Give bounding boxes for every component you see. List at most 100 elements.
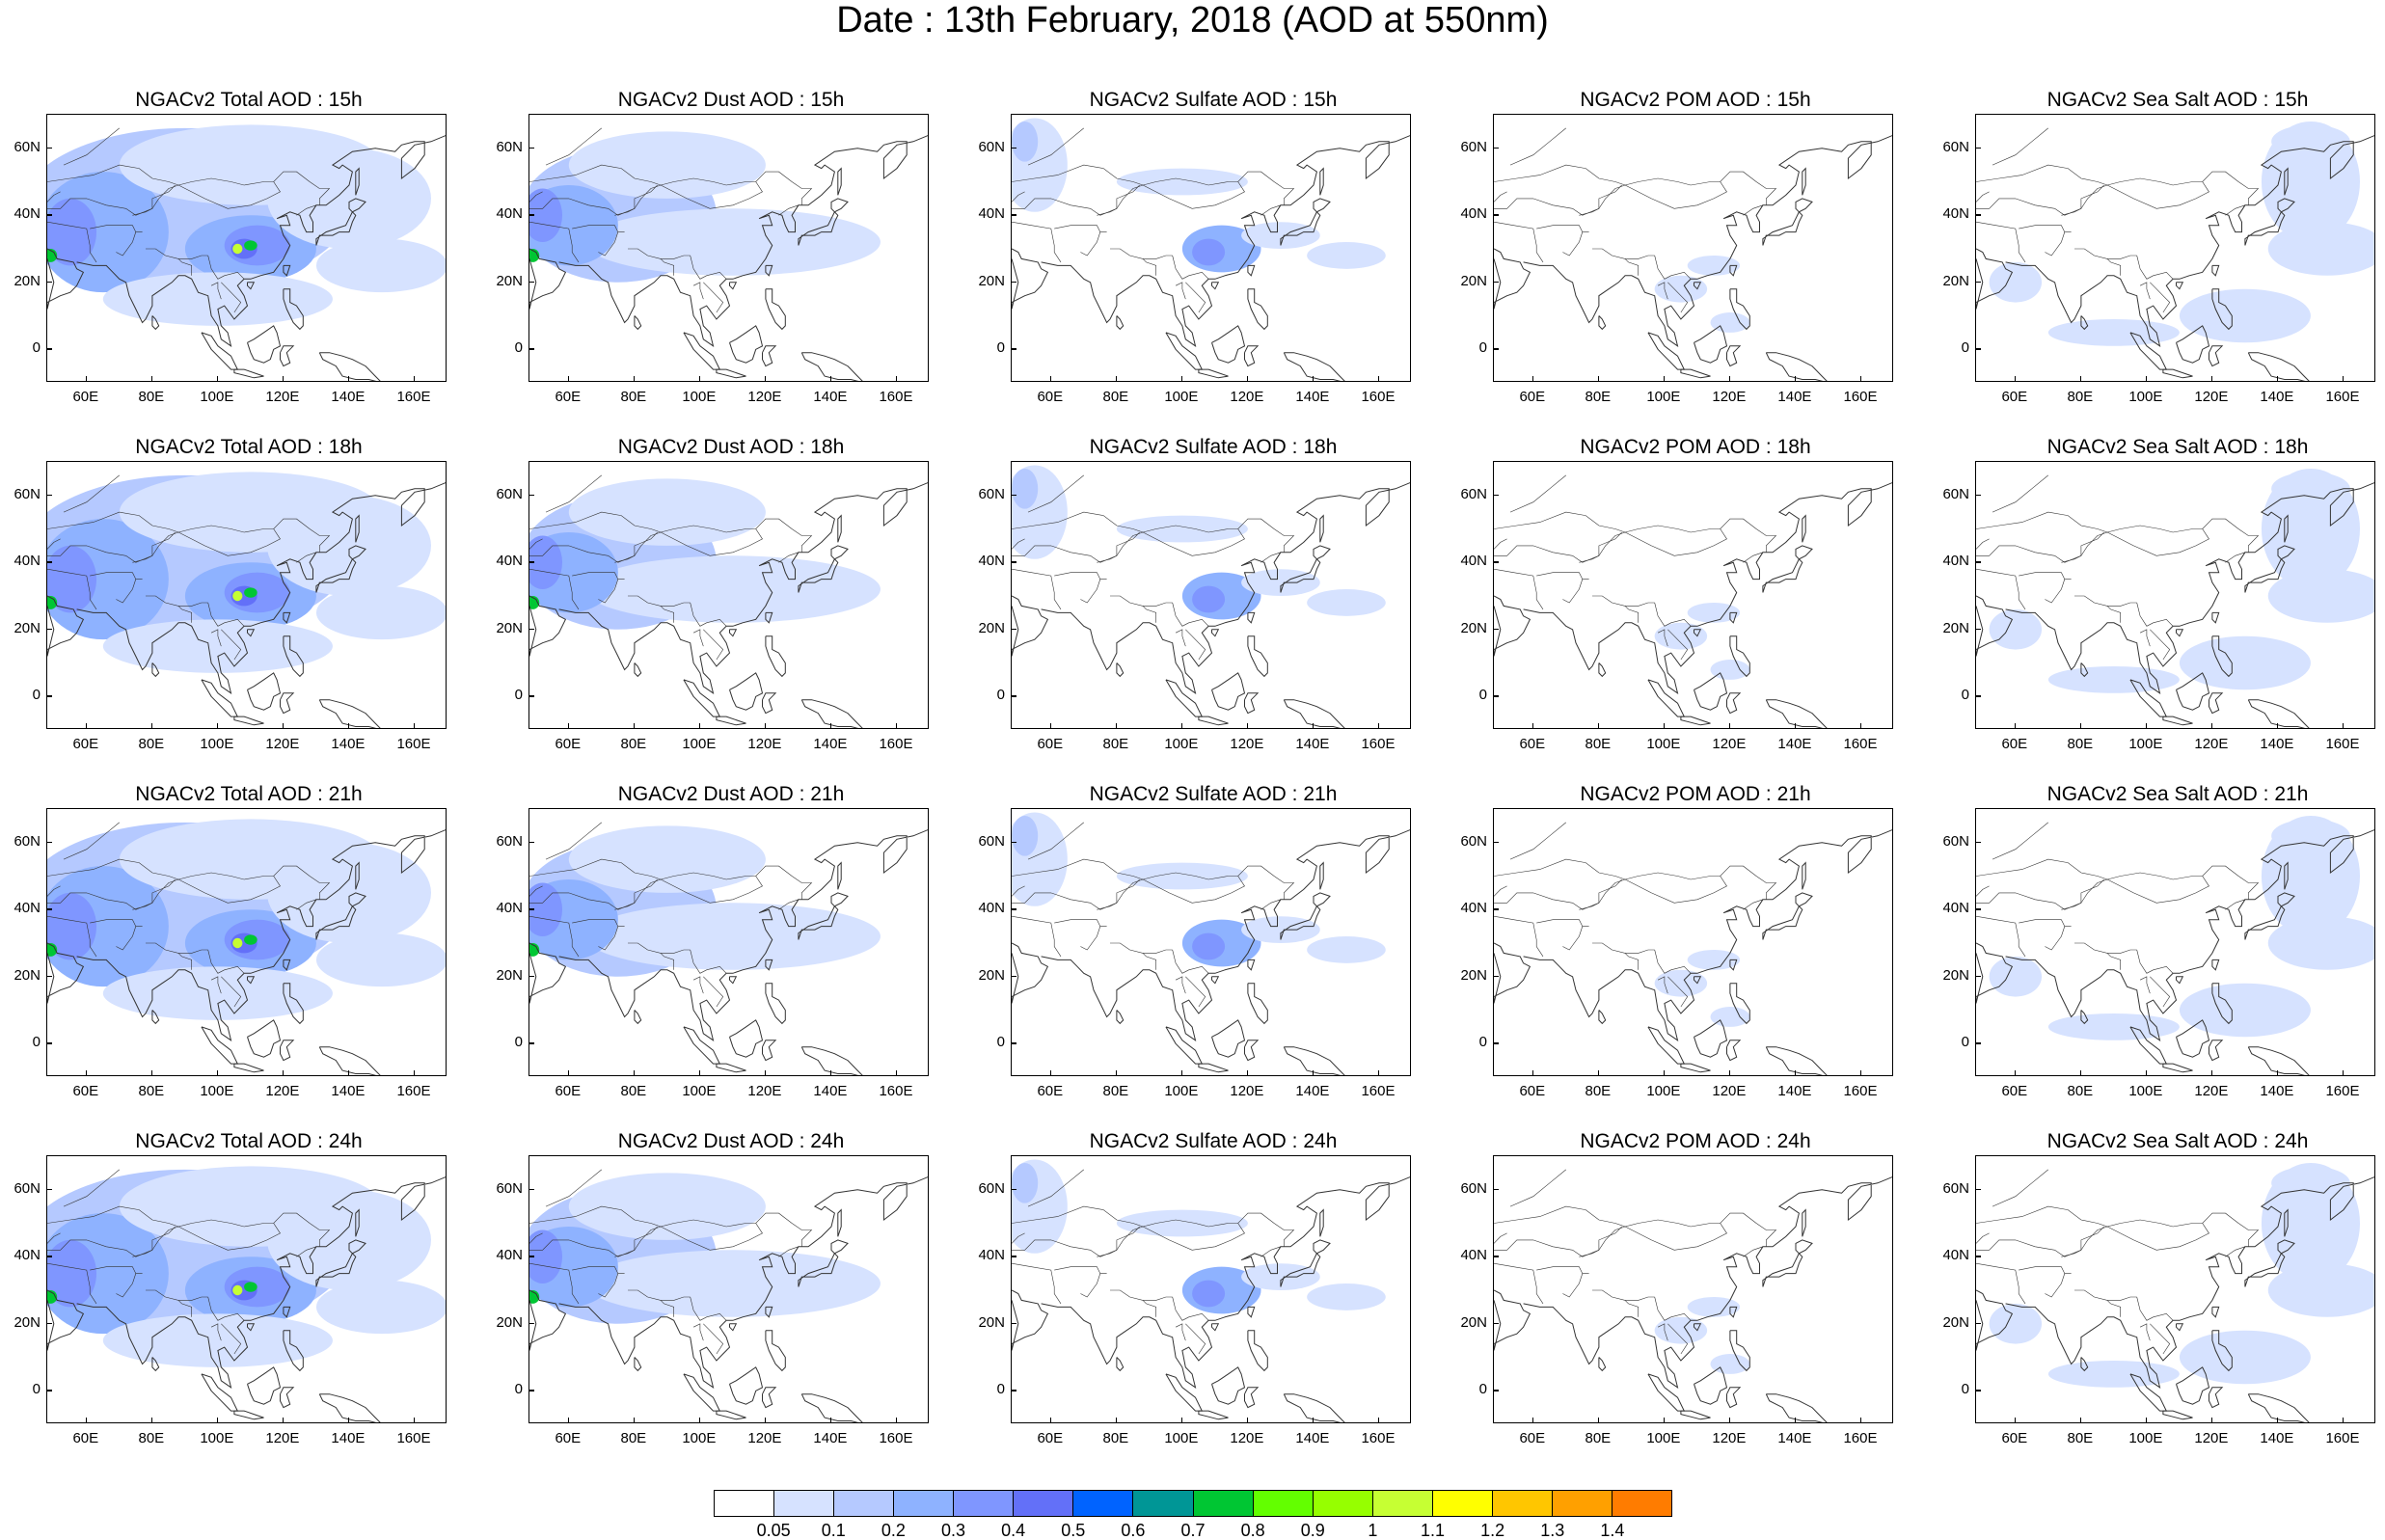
coastline: [1247, 635, 1268, 678]
country-border: [90, 225, 137, 232]
longitude-label: 140E: [813, 1083, 848, 1099]
country-border: [1143, 518, 1295, 553]
country-border: [1185, 629, 1206, 661]
aod-cell: [584, 1250, 881, 1317]
coastline: [558, 1176, 928, 1389]
longitude-label: 140E: [1777, 736, 1812, 752]
latitude-label: 20N: [1460, 619, 1487, 636]
map-frame: [528, 461, 929, 729]
country-border: [2061, 1226, 2104, 1257]
latitude-tick: [1493, 841, 1499, 844]
longitude-tick: [1663, 376, 1666, 382]
longitude-tick: [764, 1418, 767, 1423]
country-border: [572, 919, 619, 927]
longitude-tick: [2014, 723, 2017, 729]
map-frame: [46, 114, 447, 382]
latitude-tick: [46, 147, 52, 149]
longitude-label: 140E: [1777, 1430, 1812, 1446]
coastline: [1694, 1019, 1728, 1058]
aod-cell: [1710, 1007, 1750, 1027]
coastline: [2176, 672, 2210, 711]
coastline: [1523, 482, 1892, 694]
map-svg: [529, 1169, 928, 1422]
latitude-label: 40N: [1460, 553, 1487, 570]
aod-cell: [1012, 815, 1039, 856]
coastline: [2244, 545, 2295, 593]
longitude-tick: [1312, 1418, 1314, 1423]
country-border: [1494, 538, 1507, 550]
latitude-label: 0: [1961, 1381, 1969, 1398]
latitude-tick: [1011, 281, 1016, 284]
latitude-tick: [1011, 1322, 1016, 1325]
map-panel: NGACv2 Total AOD : 15h 60N 40N 20N 0 60E 80E 10…: [0, 87, 453, 405]
coastline: [1647, 1373, 1686, 1412]
country-border: [1976, 1232, 1990, 1244]
coastline: [1244, 345, 1260, 367]
longitude-tick: [1663, 723, 1666, 729]
latitude-label: 60N: [978, 832, 1005, 850]
coastline: [201, 679, 239, 717]
map-frame: [528, 114, 929, 382]
country-border: [1976, 531, 2108, 563]
aod-field: [47, 472, 446, 673]
coastline: [1319, 514, 1324, 543]
aod-cell: [529, 943, 540, 957]
latitude-label: 0: [32, 1381, 41, 1398]
longitude-label: 80E: [620, 1083, 647, 1099]
latitude-tick: [1493, 1188, 1499, 1191]
longitude-tick: [2210, 376, 2213, 382]
coastline: [1247, 959, 1256, 971]
country-border: [1654, 1296, 1692, 1321]
coastline: [2209, 692, 2224, 715]
country-border: [703, 1323, 724, 1355]
longitude-label: 60E: [2001, 389, 2028, 405]
coastline: [1765, 1046, 1828, 1075]
coastline: [2162, 368, 2193, 379]
colorbar-swatch: [1313, 1491, 1373, 1516]
longitude-label: 120E: [2194, 736, 2229, 752]
longitude-tick: [85, 376, 88, 382]
coastline: [798, 1239, 849, 1287]
country-border: [1142, 181, 1245, 209]
aod-cell: [2047, 1360, 2180, 1388]
latitude-label: 60N: [1460, 832, 1487, 850]
coastline: [1211, 1019, 1246, 1058]
country-border: [1562, 579, 1589, 604]
country-border: [2045, 231, 2072, 257]
country-border: [47, 191, 61, 203]
country-border: [1172, 602, 1209, 627]
country-border: [1654, 602, 1692, 627]
country-border: [1012, 511, 1144, 533]
coastline: [2211, 959, 2220, 971]
coastline: [1319, 1208, 1324, 1237]
coastline: [1494, 595, 1531, 657]
country-border: [1976, 1262, 2026, 1305]
aod-field: [529, 131, 881, 283]
longitude-label: 60E: [1037, 736, 1064, 752]
country-border: [1667, 629, 1689, 661]
longitude-tick: [413, 1070, 416, 1076]
longitude-label: 100E: [682, 389, 717, 405]
map-frame: [1011, 808, 1411, 1076]
coastline: [1802, 861, 1806, 890]
country-border: [2136, 255, 2174, 280]
country-border: [1743, 552, 1763, 563]
longitude-tick: [282, 723, 285, 729]
country-border: [1012, 1226, 1144, 1257]
country-border: [778, 899, 799, 910]
country-border: [778, 1246, 799, 1257]
coastline: [729, 1323, 738, 1332]
latitude-tick: [1975, 841, 1981, 844]
longitude-label: 100E: [1646, 736, 1681, 752]
country-border: [1080, 926, 1107, 951]
longitude-tick: [150, 723, 153, 729]
longitude-label: 100E: [1164, 1430, 1199, 1446]
coastline: [2247, 352, 2310, 381]
aod-field: [1989, 815, 2374, 1040]
coastline: [2284, 1208, 2289, 1237]
longitude-label: 80E: [1585, 389, 1612, 405]
aod-cell: [244, 240, 257, 251]
longitude-label: 120E: [265, 1430, 300, 1446]
country-border: [1012, 531, 1144, 563]
coastline: [1280, 892, 1331, 940]
